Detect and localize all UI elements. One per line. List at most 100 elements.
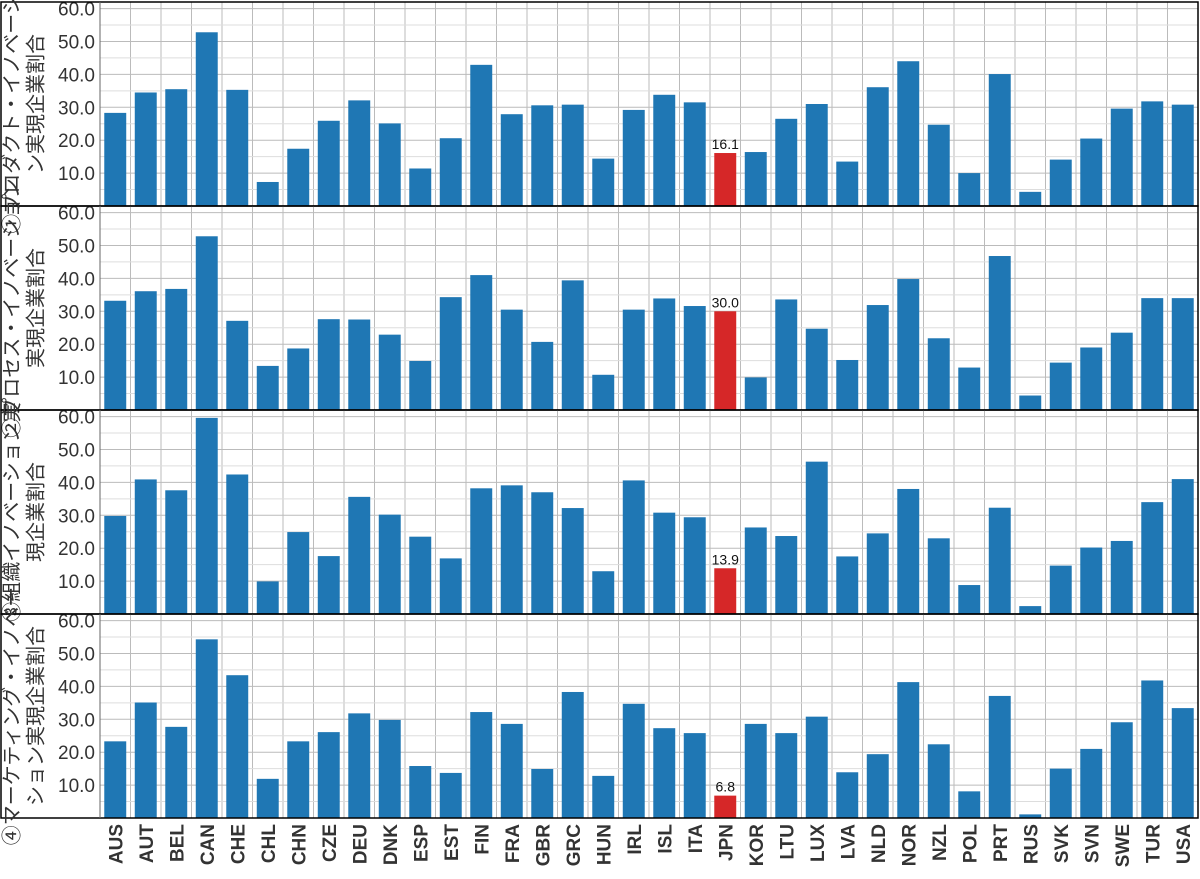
bar-usa [1171, 479, 1194, 614]
bar-chn [287, 741, 310, 818]
bar-nzl [927, 338, 950, 410]
bar-cze [317, 120, 340, 206]
bar-fin [470, 488, 493, 614]
bar-chn [287, 532, 310, 614]
x-tick-label-deu: DEU [350, 824, 371, 864]
bar-ita [683, 517, 706, 614]
panel-label-line-2: 現企業割合 [24, 462, 47, 562]
bar-svn [1080, 748, 1103, 818]
y-tick-label: 40.0 [58, 65, 95, 86]
bar-bel [165, 288, 188, 410]
bar-est [439, 297, 462, 410]
x-tick-label-chl: CHL [259, 824, 280, 863]
y-tick-label: 40.0 [58, 677, 95, 698]
x-tick-label-ita: ITA [686, 824, 707, 853]
bar-isl [653, 298, 676, 410]
bar-dnk [378, 123, 401, 206]
bar-gbr [531, 341, 554, 410]
y-tick-label: 20.0 [58, 131, 95, 152]
bar-aus [104, 741, 127, 818]
x-tick-label-jpn: JPN [716, 824, 737, 861]
y-tick-label: 30.0 [58, 710, 95, 731]
y-tick-label: 60.0 [58, 612, 95, 633]
bar-tur [1141, 101, 1164, 206]
bar-fra [500, 309, 523, 410]
bar-nld [866, 87, 889, 206]
x-tick-label-swe: SWE [1113, 824, 1134, 867]
bar-pol [958, 367, 981, 410]
bar-pol [958, 791, 981, 818]
bar-nor [897, 682, 920, 818]
x-tick-label-rus: RUS [1021, 824, 1042, 864]
x-tick-label-cze: CZE [320, 824, 341, 862]
bar-nld [866, 533, 889, 614]
bar-irl [622, 309, 645, 410]
y-tick-label: 20.0 [58, 539, 95, 560]
bar-gbr [531, 768, 554, 818]
bar-fra [500, 114, 523, 206]
bar-kor [744, 723, 767, 818]
x-tick-label-hun: HUN [594, 824, 615, 865]
bar-fin [470, 275, 493, 410]
bar-ita [683, 306, 706, 410]
x-tick-label-dnk: DNK [381, 824, 402, 865]
bar-chn [287, 148, 310, 206]
bar-jpn [714, 153, 737, 206]
bar-deu [348, 319, 371, 410]
bar-svk [1049, 565, 1072, 614]
bar-grc [561, 104, 584, 206]
y-tick-label: 10.0 [58, 368, 95, 389]
bar-lva [836, 359, 859, 410]
chart-panel-1: 10.0 20.0 30.0 40.0 50.0 60.0 16.1 ①プロダクト・イノベーシ… [0, 0, 1199, 234]
bar-jpn [714, 311, 737, 410]
bar-che [226, 675, 249, 818]
bar-tur [1141, 298, 1164, 410]
bar-irl [622, 109, 645, 206]
bar-esp [409, 766, 432, 818]
bar-can [195, 236, 218, 410]
bar-lux [805, 104, 828, 206]
data-label-jpn: 13.9 [712, 551, 739, 567]
bar-dnk [378, 719, 401, 818]
bar-bel [165, 726, 188, 818]
bar-kor [744, 152, 767, 206]
bar-jpn [714, 568, 737, 614]
bar-ita [683, 102, 706, 206]
y-tick-label: 60.0 [58, 0, 95, 21]
bar-nld [866, 754, 889, 818]
bar-chn [287, 348, 310, 410]
bar-nor [897, 279, 920, 410]
bar-kor [744, 527, 767, 614]
bar-aut [134, 291, 157, 410]
bar-cze [317, 319, 340, 410]
bar-ltu [775, 299, 798, 410]
bar-usa [1171, 708, 1194, 818]
bar-pol [958, 585, 981, 614]
bar-ltu [775, 536, 798, 614]
bar-nld [866, 305, 889, 410]
bar-swe [1110, 722, 1133, 818]
x-tick-label-esp: ESP [411, 824, 432, 862]
bar-irl [622, 703, 645, 818]
y-tick-label: 10.0 [58, 776, 95, 797]
bar-svk [1049, 768, 1072, 818]
x-tick-label-prt: PRT [991, 824, 1012, 862]
bar-gbr [531, 105, 554, 206]
x-tick-label-isl: ISL [655, 824, 676, 854]
x-tick-label-nld: NLD [869, 824, 890, 863]
bar-prt [988, 256, 1011, 410]
bar-lva [836, 556, 859, 614]
x-tick-label-fra: FRA [503, 824, 524, 863]
bar-lva [836, 161, 859, 206]
panel-frame [0, 613, 1199, 819]
bar-svn [1080, 347, 1103, 410]
bar-nzl [927, 744, 950, 818]
x-tick-label-irl: IRL [625, 824, 646, 855]
bar-nzl [927, 124, 950, 206]
x-tick-label-usa: USA [1174, 824, 1195, 864]
bar-nor [897, 488, 920, 614]
x-tick-label-bel: BEL [167, 824, 188, 862]
bar-esp [409, 360, 432, 410]
bar-deu [348, 100, 371, 206]
